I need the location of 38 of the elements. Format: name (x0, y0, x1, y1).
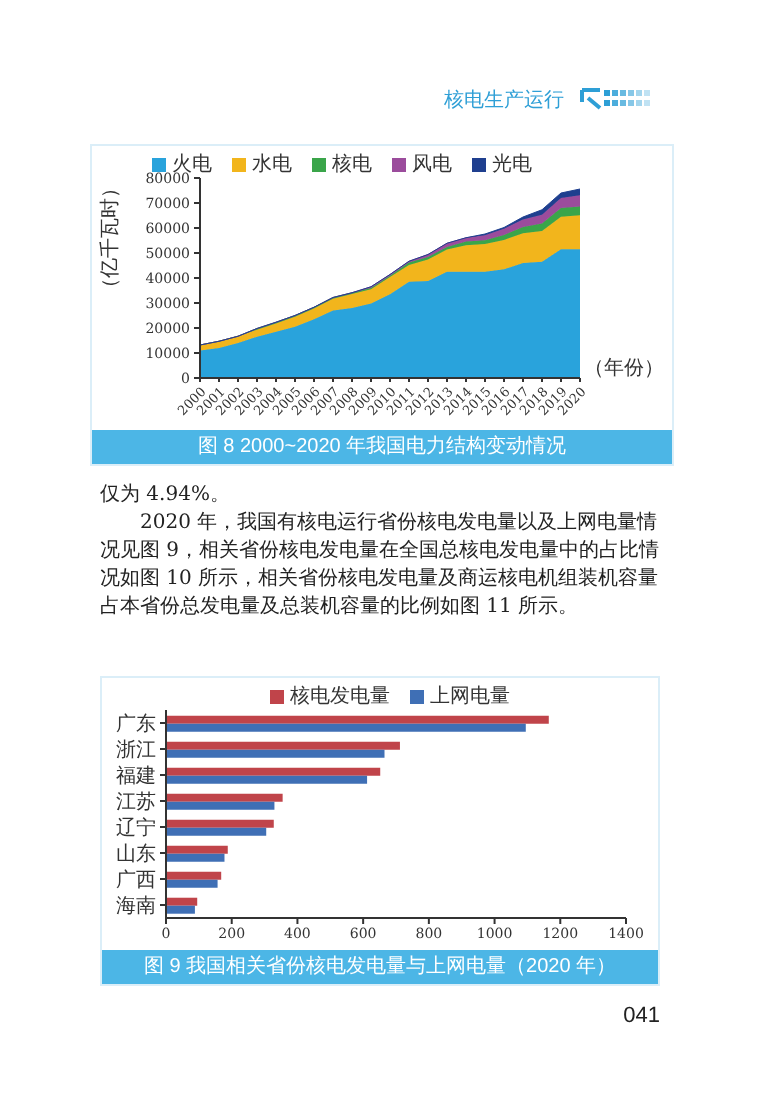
bar (166, 879, 218, 888)
bar (166, 767, 381, 776)
legend-label: 核电发电量 (290, 683, 390, 710)
y-tick-label: 广西 (116, 868, 156, 893)
y-tick-label: 山东 (116, 842, 156, 867)
text: 核电生产运行 (444, 87, 564, 114)
x-axis-title: （年份） (584, 356, 664, 380)
text: 2020 年，我国有核电运行省份核电发电量以及上网电量情况见图 9，相关省份核电发电量在全国总核电发电量中的占比情况如图 10 所示，相关省份核电发电量及商运核电机组装机容量占本省份总发电量及总装机容量的比例如图 11 所示。 (100, 510, 660, 622)
legend-label: 水电 (252, 151, 292, 178)
bar (166, 853, 225, 862)
y-tick-label: 广东 (116, 712, 156, 737)
legend-label: 光电 (492, 151, 532, 178)
text: 041 (623, 1004, 660, 1028)
y-tick-label: 海南 (116, 894, 156, 919)
bar (166, 723, 526, 732)
text: 图 8 2000~2020 年我国电力结构变动情况 (92, 430, 672, 464)
bar (166, 741, 400, 750)
legend-label: 风电 (412, 151, 452, 178)
y-tick-label: 福建 (116, 764, 156, 789)
bar (166, 871, 222, 880)
text: 仅为 4.94%。 (100, 482, 232, 510)
y-tick-label: 浙江 (116, 738, 156, 763)
y-tick-label: 辽宁 (116, 816, 156, 841)
bar (166, 819, 274, 828)
bar (166, 905, 195, 914)
bar (166, 749, 385, 758)
bar (166, 897, 198, 906)
y-tick-label: 江苏 (116, 790, 156, 815)
legend-label: 核电 (332, 151, 372, 178)
bar (166, 793, 283, 802)
bar (166, 845, 228, 854)
bar (166, 715, 549, 724)
text: 图 9 我国相关省份核电发电量与上网电量（2020 年） (102, 950, 658, 984)
bar (166, 775, 368, 784)
bar (166, 801, 275, 810)
y-axis-title: （亿千瓦时） (98, 178, 122, 298)
bar (166, 827, 267, 836)
legend-label: 上网电量 (430, 683, 510, 710)
